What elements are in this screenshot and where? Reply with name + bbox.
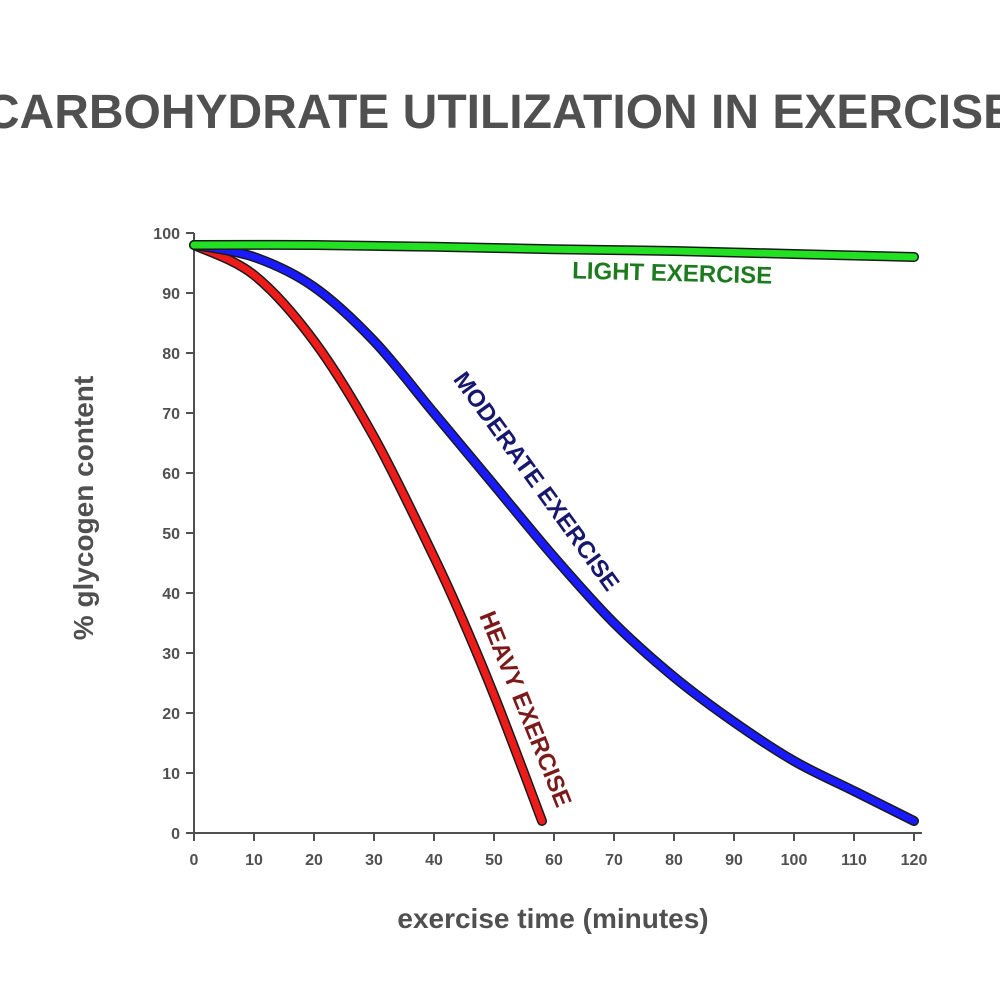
x-tick-label: 30: [365, 852, 383, 869]
y-tick-label: 10: [162, 766, 180, 783]
y-tick-label: 90: [162, 286, 180, 303]
x-tick-label: 120: [901, 852, 928, 869]
y-tick-group: 0 10 20 30 40 50 60 70 80 90 100: [153, 226, 194, 843]
series-line-moderate-exercise: [190, 241, 918, 825]
x-tick-group: 0 10 20 30 40 50 60 70 80 90 100 110 120: [190, 833, 928, 869]
x-tick-label: 60: [545, 852, 563, 869]
y-tick-label: 100: [153, 226, 180, 243]
series-line-heavy-exercise: [190, 241, 546, 825]
x-tick-label: 110: [841, 852, 867, 869]
y-tick-label: 30: [162, 646, 180, 663]
x-tick-label: 40: [425, 852, 443, 869]
x-tick-label: 50: [485, 852, 503, 869]
x-tick-label: 20: [305, 852, 323, 869]
x-tick-label: 100: [781, 852, 808, 869]
y-tick-label: 40: [162, 586, 180, 603]
y-tick-label: 70: [162, 406, 180, 423]
series-label-moderate: MODERATE EXERCISE: [448, 367, 625, 596]
x-axis-label: exercise time (minutes): [397, 903, 708, 934]
y-axis-label: % glycogen content: [68, 376, 99, 640]
series-lines: [189, 239, 919, 826]
plot-area: 0 10 20 30 40 50 60 70 80 90 100 110 120 0 10 20 30 40 50…: [153, 226, 927, 869]
series-line-light-exercise: [190, 241, 918, 261]
x-tick-label: 70: [605, 852, 623, 869]
y-tick-label: 50: [162, 526, 180, 543]
x-tick-label: 10: [245, 852, 263, 869]
y-tick-label: 80: [162, 346, 180, 363]
x-tick-label: 80: [665, 852, 683, 869]
y-tick-label: 60: [162, 466, 180, 483]
x-tick-label: 90: [725, 852, 743, 869]
chart-title: CARBOHYDRATE UTILIZATION IN EXERCISE: [0, 86, 1000, 139]
y-tick-label: 0: [171, 826, 180, 843]
y-tick-label: 20: [162, 706, 180, 723]
series-label-light: LIGHT EXERCISE: [572, 257, 773, 289]
x-tick-label: 0: [190, 852, 199, 869]
